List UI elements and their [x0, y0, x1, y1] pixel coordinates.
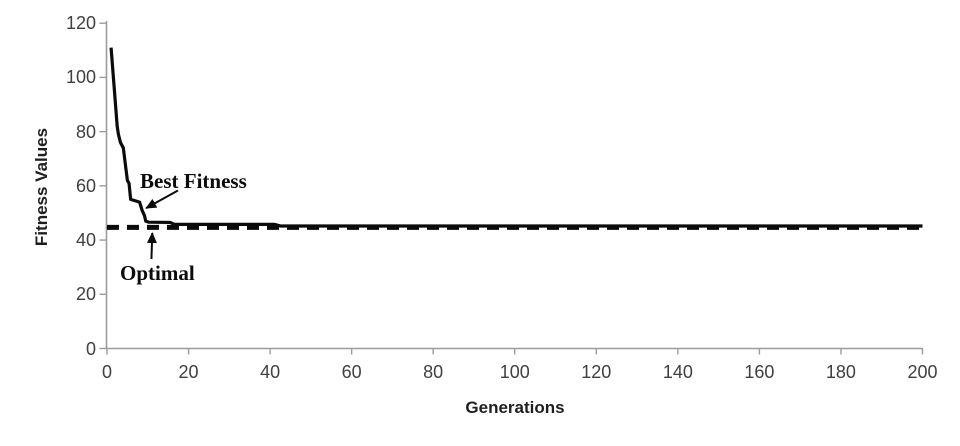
annotation-arrow-best-fitness — [145, 189, 179, 209]
annotation-arrow-optimal — [146, 232, 157, 260]
x-tick-label: 80 — [423, 362, 444, 382]
y-tick-label: 100 — [65, 67, 96, 88]
x-axis-title: Generations — [465, 398, 565, 417]
y-tick-label: 80 — [75, 121, 96, 142]
x-tick-label: 200 — [907, 362, 938, 382]
series-best-fitness-line — [109, 47, 923, 228]
x-tick-label: 180 — [825, 362, 856, 382]
annotation-label-best-fitness: Best Fitness — [140, 168, 247, 193]
y-tick-label: 20 — [75, 284, 96, 305]
annotation-label-optimal: Optimal — [120, 261, 195, 286]
x-tick-label: 100 — [499, 362, 530, 382]
y-tick-label: 0 — [85, 338, 96, 359]
x-tick-label: 60 — [341, 362, 362, 382]
x-tick-label: 0 — [101, 362, 112, 382]
x-tick-label: 160 — [744, 362, 775, 382]
x-tick-label: 140 — [662, 362, 693, 382]
y-tick-label: 60 — [75, 175, 96, 196]
x-tick-label: 40 — [260, 362, 281, 382]
x-tick-label: 120 — [581, 362, 612, 382]
y-tick-label: 40 — [75, 230, 96, 251]
y-tick-label: 120 — [65, 13, 96, 34]
x-tick-label: 20 — [178, 362, 199, 382]
